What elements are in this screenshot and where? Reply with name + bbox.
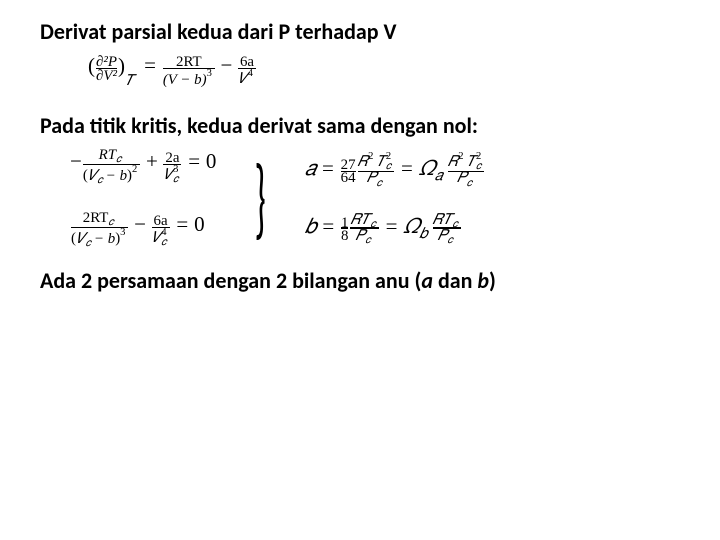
equation-second-derivative-zero: 2RT c ( Vc − b ) 3 − (70, 212, 216, 247)
curly-brace-icon: } (255, 171, 266, 225)
slide-content: Derivat parsial kedua dari P terhadap V … (0, 0, 720, 312)
heading-2: Pada titik kritis, kedua derivat sama de… (40, 112, 680, 139)
heading-1: Derivat parsial kedua dari P terhadap V (40, 18, 680, 45)
equation-a-solution: a= 27 64 R2 Tc2 Pc = (305, 152, 486, 186)
equation-b-solution: b= 1 8 R Tc Pc = Ωb (305, 214, 486, 244)
equation-second-derivative: ( ∂²P ∂V² ) T = 2RT (V − b) 3 (88, 55, 680, 88)
footer-note: Ada 2 persamaan dengan 2 bilangan anu (a… (40, 267, 680, 294)
critical-point-equations: − RT c ( Vc − b ) 2 (70, 149, 680, 247)
equation-first-derivative-zero: − RT c ( Vc − b ) 2 (70, 149, 216, 184)
